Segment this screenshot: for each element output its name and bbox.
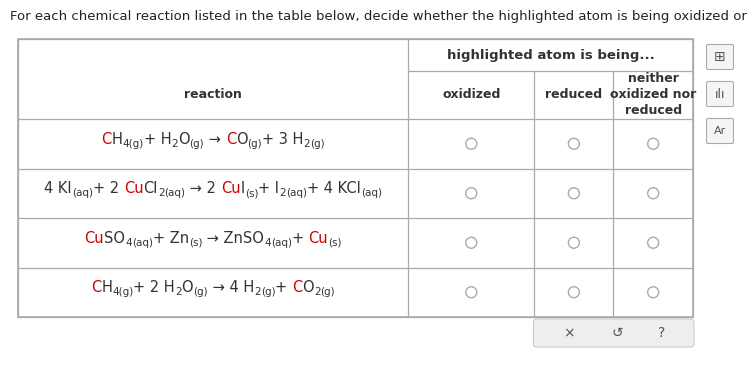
Text: (s): (s) (189, 238, 202, 248)
Text: Ar: Ar (714, 126, 726, 136)
Text: Cl: Cl (143, 181, 158, 196)
Text: (aq): (aq) (164, 188, 185, 199)
Text: H: H (101, 280, 112, 295)
Text: For each chemical reaction listed in the table below, decide whether the highlig: For each chemical reaction listed in the… (10, 10, 750, 23)
Text: + I: + I (258, 181, 279, 196)
FancyBboxPatch shape (533, 319, 694, 347)
Text: (aq): (aq) (271, 238, 292, 248)
Text: 2: 2 (314, 287, 320, 298)
Text: highlighted atom is being...: highlighted atom is being... (447, 48, 655, 61)
Text: ?: ? (658, 326, 665, 340)
Text: neither
oxidized nor
reduced: neither oxidized nor reduced (610, 72, 696, 117)
Text: 2: 2 (254, 287, 261, 298)
Text: (aq): (aq) (72, 188, 93, 199)
Text: O: O (302, 280, 314, 295)
Text: 4(g): 4(g) (122, 139, 144, 149)
Text: (g): (g) (320, 287, 335, 298)
Text: Cu: Cu (85, 231, 104, 246)
Text: ↺: ↺ (611, 326, 622, 340)
Text: oxidized: oxidized (442, 88, 500, 101)
FancyBboxPatch shape (706, 82, 734, 107)
Text: (g): (g) (310, 139, 325, 149)
Text: ⊞: ⊞ (714, 50, 726, 64)
Text: H: H (112, 132, 122, 147)
Text: 4(g): 4(g) (112, 287, 134, 298)
Text: I: I (241, 181, 244, 196)
Text: 2: 2 (158, 188, 164, 199)
Text: 2: 2 (171, 139, 178, 149)
Text: (aq): (aq) (361, 188, 382, 199)
Text: + 3 H: + 3 H (262, 132, 304, 147)
Text: (g): (g) (248, 139, 262, 149)
Text: Cu: Cu (221, 181, 241, 196)
Text: (g): (g) (261, 287, 275, 298)
Text: →: → (204, 132, 226, 147)
Text: + Zn: + Zn (153, 231, 189, 246)
Text: C: C (101, 132, 112, 147)
Text: (g): (g) (194, 287, 208, 298)
Text: +: + (275, 280, 292, 295)
Text: 2: 2 (279, 188, 286, 199)
Text: O: O (178, 132, 190, 147)
FancyBboxPatch shape (706, 118, 734, 144)
Text: 4: 4 (125, 238, 132, 248)
Text: C: C (226, 132, 236, 147)
Text: + H: + H (144, 132, 171, 147)
Text: 4: 4 (264, 238, 271, 248)
Text: reduced: reduced (545, 88, 602, 101)
Text: C: C (292, 280, 302, 295)
Text: SO: SO (104, 231, 125, 246)
Text: C: C (91, 280, 101, 295)
Bar (18, 39, 693, 317)
Text: O: O (182, 280, 194, 295)
Text: (aq): (aq) (286, 188, 307, 199)
Text: Cu: Cu (308, 231, 328, 246)
Text: ×: × (563, 326, 575, 340)
Text: + 4 KCl: + 4 KCl (307, 181, 361, 196)
Text: → 4 H: → 4 H (208, 280, 254, 295)
Text: (s): (s) (328, 238, 342, 248)
Text: +: + (292, 231, 308, 246)
Text: 2: 2 (304, 139, 310, 149)
Text: + 2 H: + 2 H (134, 280, 175, 295)
Text: ılı: ılı (715, 88, 725, 101)
Text: → ZnSO: → ZnSO (202, 231, 264, 246)
FancyBboxPatch shape (706, 45, 734, 69)
Text: reaction: reaction (184, 88, 242, 101)
Text: (aq): (aq) (132, 238, 153, 248)
Text: → 2: → 2 (185, 181, 221, 196)
Text: + 2: + 2 (93, 181, 124, 196)
Text: 4 KI: 4 KI (44, 181, 72, 196)
Text: 2: 2 (175, 287, 181, 298)
Text: (s): (s) (244, 188, 258, 199)
Text: Cu: Cu (124, 181, 143, 196)
Text: O: O (236, 132, 248, 147)
Text: (g): (g) (190, 139, 204, 149)
